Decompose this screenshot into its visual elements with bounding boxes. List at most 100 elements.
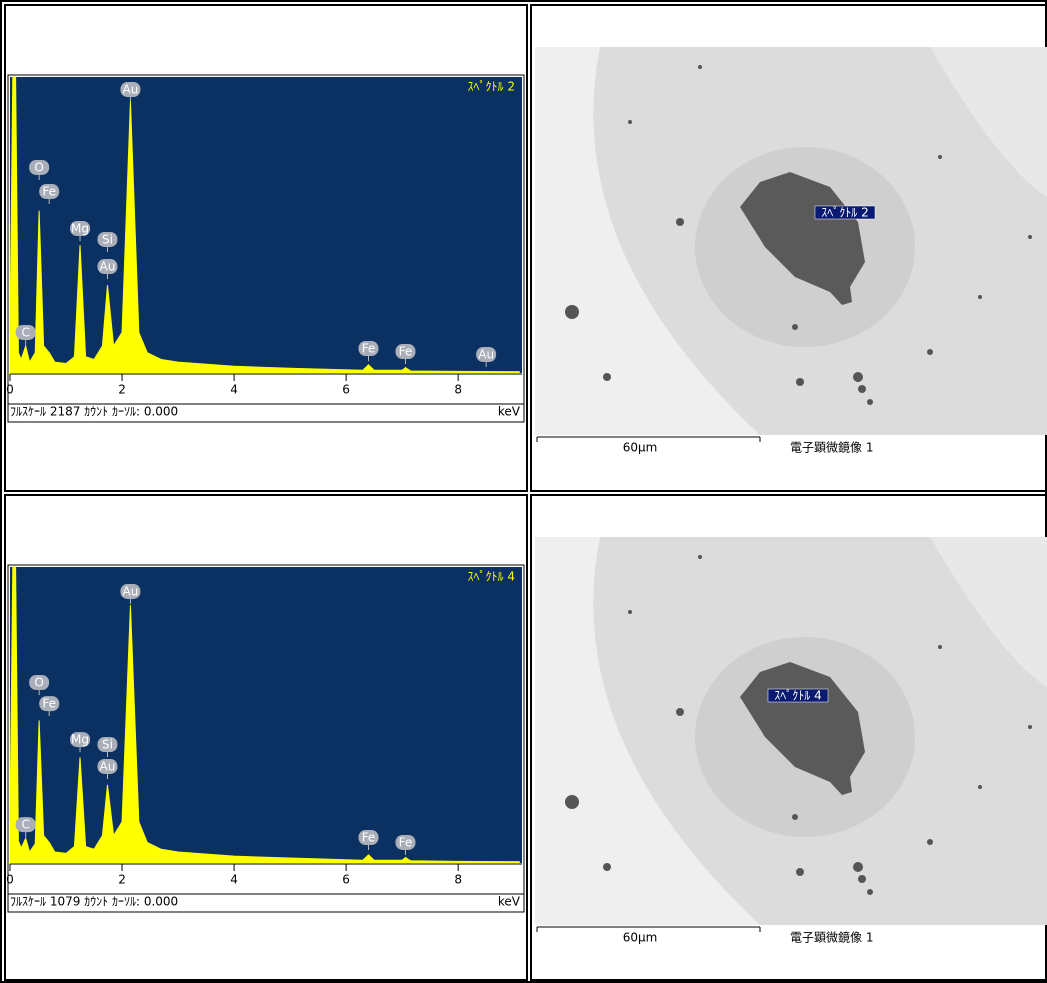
- cell: [530, 4, 1047, 492]
- peak-label: C: [21, 325, 29, 339]
- cell: [530, 494, 1047, 981]
- spectrum-title: ｽﾍﾟｸﾄﾙ 4: [468, 570, 515, 584]
- peak-label: O: [34, 160, 43, 174]
- peak-label-bg: [395, 834, 416, 850]
- sem-dot: [853, 862, 863, 872]
- x-tick-label: 6: [342, 873, 350, 887]
- sem-dot: [858, 385, 866, 393]
- peak-label: O: [34, 676, 43, 690]
- sem-dot: [927, 349, 933, 355]
- sem-dot: [676, 708, 684, 716]
- peak-label-bg: [39, 184, 60, 200]
- sem-dot: [938, 155, 942, 159]
- sem-label: ｽﾍﾟｸﾄﾙ 2: [821, 206, 868, 220]
- sem-dot: [978, 295, 982, 299]
- peak-label-bg: [70, 732, 91, 748]
- peak-label: Au: [123, 584, 139, 598]
- x-tick-label: 2: [118, 873, 126, 887]
- peak-label-bg: [395, 344, 416, 360]
- sem-bright-region: [535, 537, 760, 925]
- peak-label-bg: [70, 220, 91, 236]
- x-tick-label: 6: [342, 383, 350, 397]
- peak-label-bg: [29, 159, 50, 175]
- sem-image: [535, 47, 1047, 435]
- peak-label-bg: [97, 259, 118, 275]
- x-tick-label: 0: [6, 873, 14, 887]
- sem-dot: [792, 814, 798, 820]
- footer: ﾌﾙｽｹｰﾙ 1079 ｶｳﾝﾄ ｶｰｿﾙ: 0.000: [10, 895, 178, 909]
- sem-dot: [1028, 725, 1032, 729]
- sem-dot: [565, 305, 579, 319]
- plot-background: [10, 77, 522, 373]
- sem-dot: [1028, 235, 1032, 239]
- x-axis-label: keV: [498, 895, 521, 909]
- sem-dot: [867, 889, 873, 895]
- peak-label: C: [21, 818, 29, 832]
- sem-dot: [978, 785, 982, 789]
- peak-label: Mg: [71, 221, 89, 235]
- peak-label-bg: [97, 758, 118, 774]
- peak-label: Fe: [42, 697, 56, 711]
- x-tick-label: 2: [118, 383, 126, 397]
- peak-label: Au: [100, 759, 116, 773]
- sem-dot: [603, 863, 611, 871]
- peak-label-bg: [358, 341, 379, 357]
- peak-label: Fe: [362, 831, 376, 845]
- peak-label: Fe: [399, 345, 413, 359]
- sem-dot: [698, 65, 702, 69]
- sem-bright-region: [535, 47, 760, 435]
- peak-label-bg: [15, 324, 36, 340]
- peak-label: Au: [100, 260, 116, 274]
- sem-label-bg: [814, 205, 876, 220]
- sem-dot: [853, 372, 863, 382]
- x-tick-label: 8: [454, 873, 462, 887]
- x-tick-label: 4: [230, 383, 238, 397]
- sem-dot: [792, 324, 798, 330]
- sem-dot: [927, 839, 933, 845]
- sem-image: [535, 537, 1047, 925]
- peak-label-bg: [29, 675, 50, 691]
- sem-bright-region: [930, 537, 1047, 687]
- peak-label-bg: [358, 830, 379, 846]
- plot-background: [10, 567, 522, 863]
- x-tick-label: 8: [454, 383, 462, 397]
- x-axis-label: keV: [498, 405, 521, 419]
- peak-label-bg: [120, 583, 141, 599]
- peak-label-bg: [476, 346, 497, 362]
- peak-label-bg: [97, 231, 118, 247]
- sem-dot: [565, 795, 579, 809]
- spectrum-line: [9, 566, 520, 863]
- scale-bar-label: 60µm: [623, 441, 658, 455]
- peak-label: Au: [478, 347, 494, 361]
- sem-dot: [628, 120, 632, 124]
- sem-particle: [740, 172, 865, 305]
- peak-label: Fe: [42, 185, 56, 199]
- peak-label: Si: [102, 738, 113, 752]
- spectrum-title: ｽﾍﾟｸﾄﾙ 2: [468, 80, 515, 94]
- peak-label-bg: [120, 81, 141, 97]
- sem-label: ｽﾍﾟｸﾄﾙ 4: [774, 689, 821, 703]
- peak-label: Mg: [71, 733, 89, 747]
- scale-bar-label: 60µm: [623, 931, 658, 945]
- sem-dot: [628, 610, 632, 614]
- sem-dot: [858, 875, 866, 883]
- cell: [4, 4, 528, 492]
- peak-label: Fe: [399, 835, 413, 849]
- sem-dot: [698, 555, 702, 559]
- spectrum-line: [9, 76, 520, 373]
- sem-dot: [603, 373, 611, 381]
- sem-dot: [796, 378, 804, 386]
- sem-dot: [938, 645, 942, 649]
- peak-label-bg: [39, 696, 60, 712]
- peak-label: Au: [123, 82, 139, 96]
- cell: [4, 494, 528, 981]
- image-caption: 電子顕微鏡像 1: [790, 440, 873, 455]
- x-tick-label: 4: [230, 873, 238, 887]
- sem-label-bg: [767, 688, 829, 703]
- peak-label-bg: [15, 817, 36, 833]
- sem-dot: [796, 868, 804, 876]
- footer: ﾌﾙｽｹｰﾙ 2187 ｶｳﾝﾄ ｶｰｿﾙ: 0.000: [10, 405, 178, 419]
- x-tick-label: 0: [6, 383, 14, 397]
- peak-label: Si: [102, 232, 113, 246]
